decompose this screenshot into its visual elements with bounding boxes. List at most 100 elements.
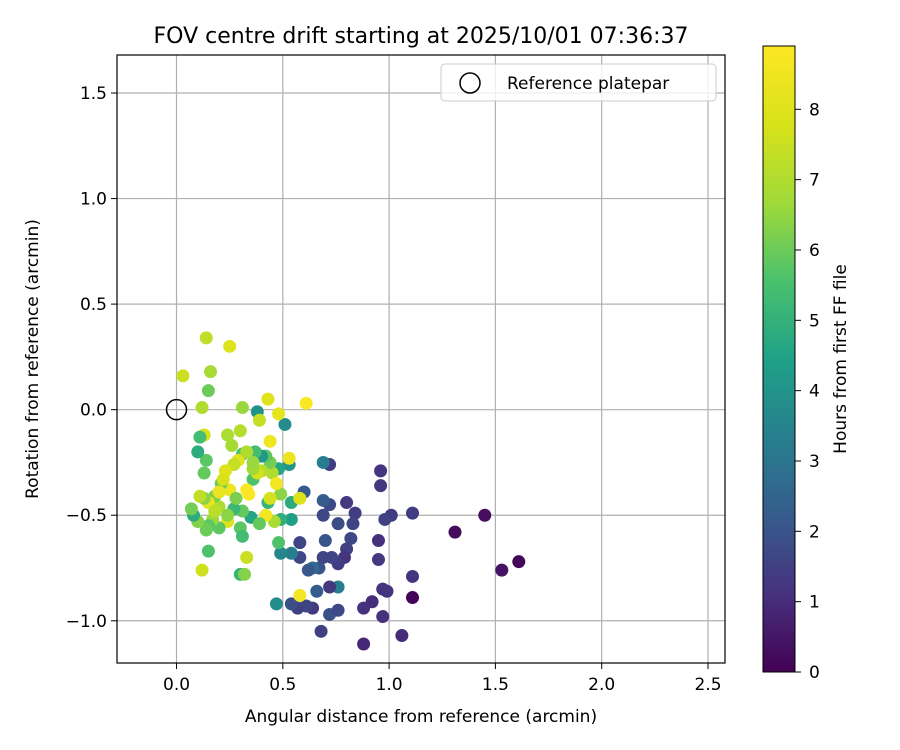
legend-marker-icon [459,72,481,94]
x-tick-label: 0.5 [269,675,296,695]
legend-box [440,63,717,102]
data-point [197,466,211,480]
data-point [293,588,307,602]
data-point [274,546,288,560]
x-tick-label: 1.5 [482,675,509,695]
data-point [293,491,307,505]
data-point [184,502,198,516]
colorbar: 0 1 2 3 4 5 6 7 8 Hours from first FF file [762,45,851,683]
data-points [176,331,526,651]
colorbar-tick-label: 6 [809,241,820,261]
data-point [316,550,330,564]
data-point [240,550,254,564]
data-point [235,401,249,415]
data-point [374,464,388,478]
data-point [199,331,213,345]
data-point [261,392,275,406]
data-point [272,536,286,550]
colorbar-tick-label: 2 [809,522,820,542]
data-point [284,546,298,560]
x-tick-label: 0.0 [163,675,190,695]
data-point [204,365,218,379]
data-point [246,455,260,469]
data-point [201,384,215,398]
data-point [176,369,190,383]
data-point [272,407,286,421]
y-axis-label: Rotation from reference (arcmin) [23,219,43,499]
data-point [405,591,419,605]
chart-title: FOV centre drift starting at 2025/10/01 … [154,24,689,49]
legend-label: Reference platepar [507,74,669,94]
y-tick-label: 1.5 [80,84,107,104]
data-point [376,610,390,624]
y-tick-label: 1.0 [80,190,107,210]
data-point [229,491,243,505]
data-point [293,536,307,550]
data-point [221,508,235,522]
legend: Reference platepar [440,63,717,102]
data-point [195,563,209,577]
x-tick-label: 2.0 [588,675,615,695]
data-point [284,597,298,611]
data-point [371,553,385,567]
data-point [310,584,324,598]
data-point [301,563,315,577]
data-point [371,534,385,548]
data-point [199,523,213,537]
data-point [208,504,222,518]
data-point [263,434,277,448]
data-point [191,445,205,459]
colorbar-tick-label: 8 [809,100,820,120]
x-axis-label: Angular distance from reference (arcmin) [245,707,597,727]
data-point [380,584,394,598]
data-point [344,531,358,545]
colorbar-tick-label: 5 [809,311,820,331]
data-point [316,508,330,522]
data-point [242,487,256,501]
data-point [340,496,354,510]
data-point [357,601,371,615]
data-point [512,555,526,569]
data-point [233,424,247,438]
data-point [223,339,237,353]
colorbar-tick-label: 0 [809,663,820,683]
colorbar-tick-label: 3 [809,452,820,472]
data-point [374,479,388,493]
data-point [235,529,249,543]
data-point [357,637,371,651]
data-point [314,624,328,638]
data-point [395,629,409,643]
data-point [263,491,277,505]
y-axis-ticks: 1.5 1.0 0.5 0.0 −0.5 −1.0 [66,84,117,632]
data-point [316,455,330,469]
data-point [318,534,332,548]
data-point [299,396,313,410]
data-point [478,508,492,522]
data-point [216,472,230,486]
data-point [252,413,266,427]
data-point [331,603,345,617]
data-point [238,567,252,581]
data-point [495,563,509,577]
data-point [278,417,292,431]
colorbar-tick-label: 7 [809,171,820,191]
data-point [240,445,254,459]
data-point [282,451,296,465]
plot-frame [116,54,726,664]
data-point [316,493,330,507]
y-tick-label: 0.5 [80,295,107,315]
x-tick-label: 1.0 [376,675,403,695]
x-axis-ticks: 0.0 0.5 1.0 1.5 2.0 2.5 [163,663,722,695]
data-point [225,439,239,453]
data-point [221,428,235,442]
data-point [269,597,283,611]
data-point [201,544,215,558]
data-point [284,512,298,526]
x-tick-label: 2.5 [694,675,721,695]
data-point [331,517,345,531]
data-point [252,517,266,531]
data-point [348,506,362,520]
colorbar-tick-label: 1 [809,593,820,613]
y-tick-label: −0.5 [66,506,107,526]
